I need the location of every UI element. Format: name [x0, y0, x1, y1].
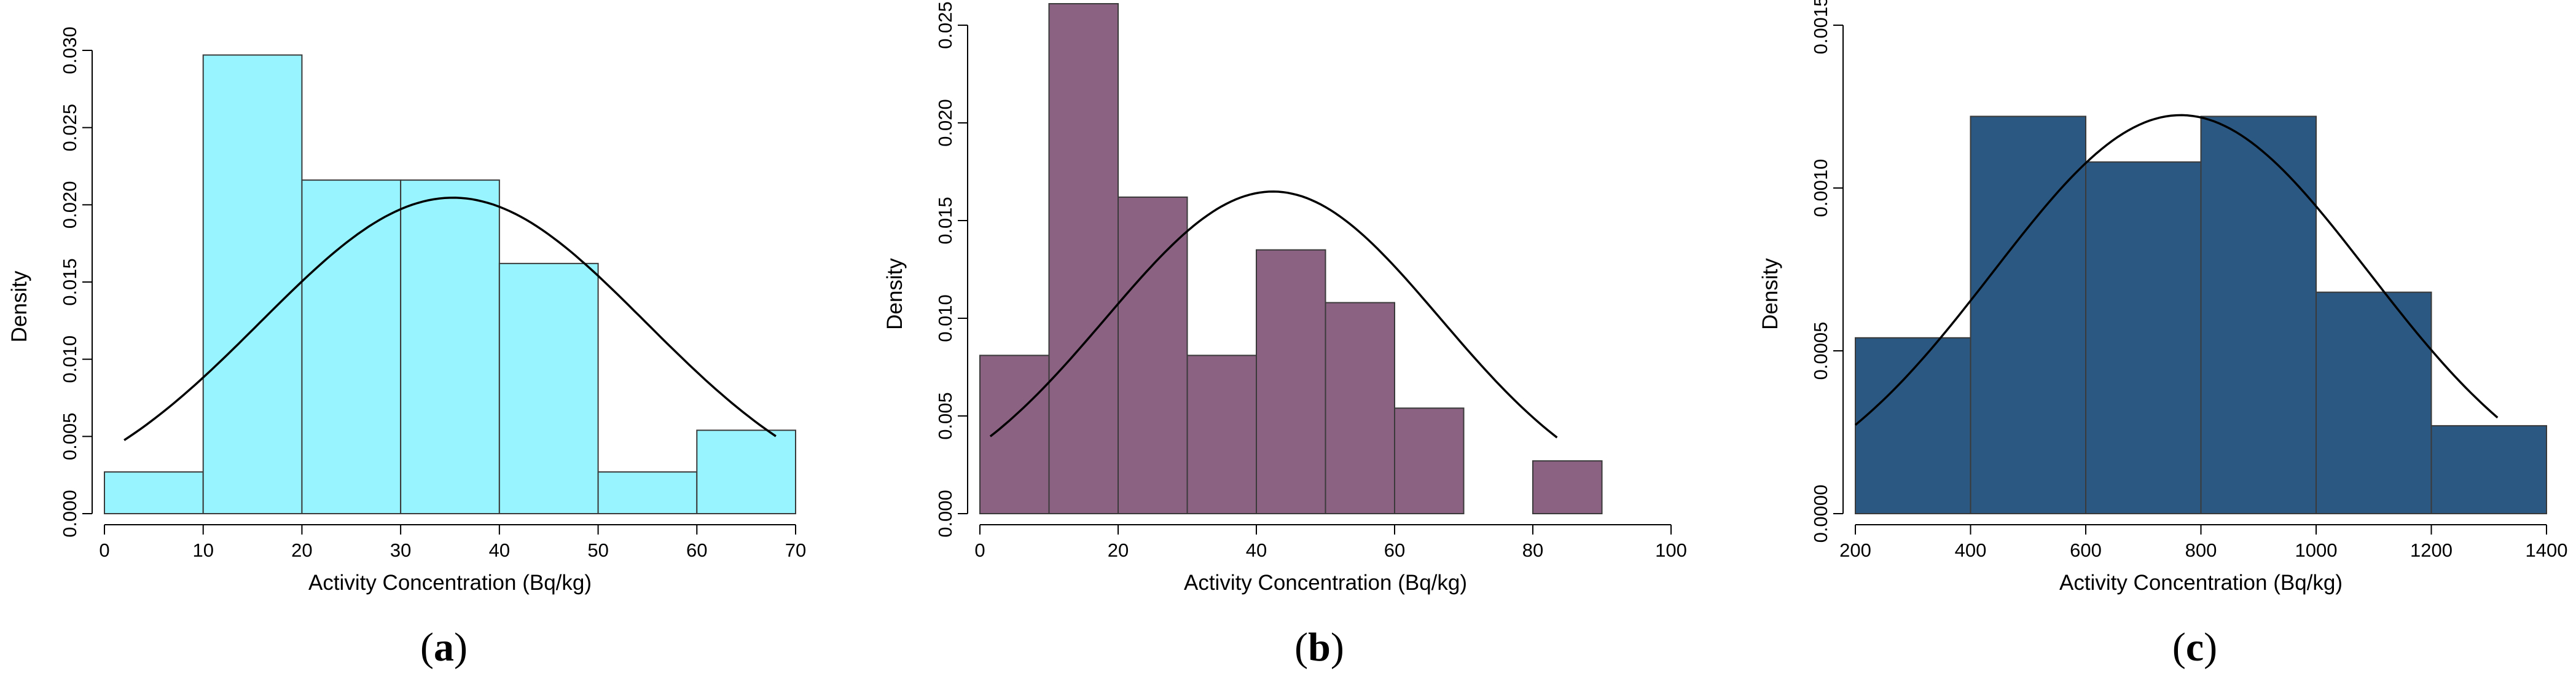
density-curve — [123, 197, 777, 441]
x-tick-label: 0 — [974, 539, 985, 561]
y-tick-label: 0.030 — [59, 26, 80, 74]
x-tick-label: 200 — [1839, 539, 1871, 561]
x-tick-label: 60 — [686, 539, 707, 561]
y-tick-label: 0.015 — [934, 197, 956, 245]
y-tick-label: 0.025 — [934, 1, 956, 49]
y-tick-label: 0.000 — [59, 490, 80, 538]
histogram-bar — [400, 179, 500, 514]
x-tick-label: 50 — [587, 539, 608, 561]
histogram-bar — [1970, 116, 2086, 514]
x-axis-title: Activity Concentration (Bq/kg) — [308, 571, 592, 595]
x-tick-label: 1200 — [2410, 539, 2453, 561]
x-tick-label: 70 — [785, 539, 806, 561]
panel-label: (c) — [2172, 625, 2217, 670]
panel-c: 200 400 600 800 1000 1200 1400 0.0000 0.0005 0.00… — [1758, 0, 2567, 670]
histogram-bar — [104, 471, 204, 515]
x-tick-label: 40 — [1246, 539, 1267, 561]
histogram-bar — [2316, 291, 2432, 514]
panel-label: (b) — [1294, 625, 1344, 670]
histogram-bar — [498, 262, 599, 514]
x-tick-label: 40 — [489, 539, 510, 561]
histogram-bar — [1394, 407, 1465, 515]
y-axis-title: Density — [883, 258, 907, 330]
density-curve — [989, 190, 1558, 439]
y-tick-label: 0.000 — [934, 490, 956, 538]
y-tick-label: 0.025 — [59, 104, 80, 152]
panel-b: 0 20 40 60 80 100 0.000 0.005 0.010 0.015 0.020 0.0… — [883, 1, 1687, 670]
x-tick-label: 600 — [2070, 539, 2102, 561]
y-axis-title: Density — [1758, 258, 1782, 330]
y-tick-label: 0.0005 — [1810, 322, 1831, 380]
histogram-bar — [1048, 3, 1119, 514]
x-tick-label: 20 — [1108, 539, 1129, 561]
y-axis-title: Density — [7, 270, 31, 342]
y-tick-label: 0.0000 — [1810, 485, 1831, 543]
y-tick-label: 0.005 — [59, 413, 80, 461]
y-tick-label: 0.010 — [59, 335, 80, 383]
x-tick-label: 80 — [1522, 539, 1543, 561]
histogram-bar — [979, 355, 1050, 514]
histogram-bar — [1256, 249, 1326, 514]
x-axis-title: Activity Concentration (Bq/kg) — [1184, 571, 1467, 595]
histogram-bar — [1855, 337, 1971, 514]
x-tick-label: 800 — [2185, 539, 2217, 561]
x-tick-label: 60 — [1384, 539, 1405, 561]
panel-label: (a) — [420, 625, 468, 670]
y-tick-label: 0.020 — [934, 99, 956, 147]
x-tick-label: 0 — [99, 539, 109, 561]
x-tick-label: 10 — [192, 539, 213, 561]
histogram-bar — [2430, 425, 2547, 515]
y-tick-label: 0.015 — [59, 258, 80, 306]
histogram-bar — [1186, 355, 1257, 514]
x-tick-label: 20 — [291, 539, 312, 561]
y-tick-label: 0.0010 — [1810, 159, 1831, 218]
y-tick-label: 0.010 — [934, 294, 956, 342]
x-tick-label: 1000 — [2295, 539, 2338, 561]
histogram-bar — [597, 471, 698, 515]
panel-a: 0 10 20 30 40 50 60 70 0.000 0.005 0.010 0.015 0.020… — [7, 26, 806, 670]
x-tick-label: 400 — [1955, 539, 1987, 561]
x-tick-label: 1400 — [2526, 539, 2568, 561]
histogram-bar — [696, 429, 797, 515]
histogram-bar — [2200, 116, 2317, 514]
x-axis-title: Activity Concentration (Bq/kg) — [2059, 571, 2343, 595]
histogram-bar — [1532, 460, 1603, 515]
density-curve — [1854, 114, 2499, 426]
y-tick-label: 0.005 — [934, 392, 956, 440]
histogram-bar — [1118, 196, 1188, 514]
x-tick-label: 30 — [390, 539, 411, 561]
y-tick-label: 0.0015 — [1810, 0, 1831, 54]
histogram-bar — [301, 179, 402, 514]
histogram-bar — [202, 54, 303, 515]
x-tick-label: 100 — [1655, 539, 1687, 561]
histogram-bar — [1325, 302, 1395, 514]
histogram-bar — [2085, 161, 2202, 515]
y-tick-label: 0.020 — [59, 181, 80, 229]
